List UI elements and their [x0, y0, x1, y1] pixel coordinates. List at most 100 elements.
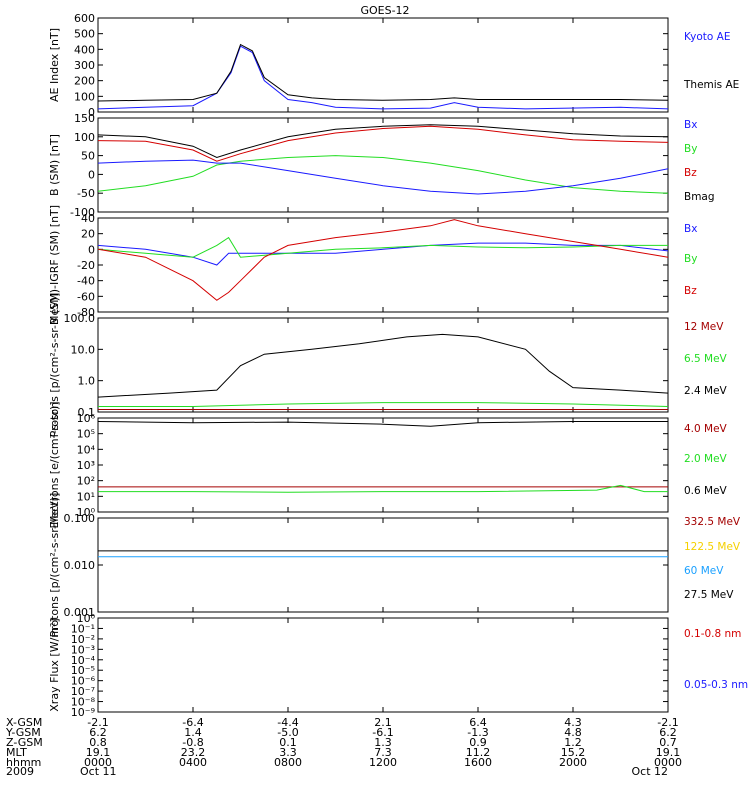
y-tick-label: 0	[88, 106, 95, 119]
footer-value: 0.7	[659, 736, 677, 749]
y-tick-label: -50	[77, 187, 95, 200]
y-tick-label: -40	[77, 275, 95, 288]
y-tick-label: 10.0	[71, 343, 96, 356]
legend-entry: Themis AE	[683, 79, 739, 91]
legend-entry: Bx	[684, 119, 697, 131]
y-tick-label: 0.001	[64, 606, 96, 619]
y-tick-label: -60	[77, 290, 95, 303]
panel-frame	[97, 317, 669, 413]
footer-value: 0.1	[279, 736, 297, 749]
footer-value: 0000	[654, 756, 682, 769]
y-tick-label: 10⁰	[77, 612, 96, 625]
footer-value: 0800	[274, 756, 302, 769]
footer-value: 19.1	[656, 746, 681, 759]
y-tick-label: 10⁻⁶	[71, 675, 96, 688]
y-tick-label: 0.010	[64, 559, 96, 572]
y-axis-label: Protons [p/(cm²-s-sr-MeV)]	[48, 493, 61, 638]
legend-entry: 27.5 MeV	[684, 589, 734, 601]
footer-value: 19.1	[86, 746, 111, 759]
y-axis-label: AE Index [nT]	[48, 28, 61, 102]
footer-value: -5.0	[277, 726, 298, 739]
footer-value: 4.8	[564, 726, 582, 739]
y-tick-label: 10⁻⁹	[71, 706, 95, 719]
y-tick-label: 40	[81, 212, 95, 225]
legend-entry: 2.4 MeV	[684, 385, 728, 397]
legend-entry: 6.5 MeV	[684, 353, 728, 365]
legend-entry: 0.6 MeV	[684, 485, 728, 497]
footer-row-label: MLT	[6, 746, 27, 759]
footer-value: 23.2	[181, 746, 206, 759]
orbit-footer: 2009 Oct 11 Oct 12 X-GSM -2.1 -6.4 -4.4 2.1 6…	[5, 716, 682, 778]
footer-value: 0000	[84, 756, 112, 769]
y-tick-label: 0.100	[64, 512, 96, 525]
y-tick-label: 10⁵	[77, 428, 95, 441]
series-line-bx	[97, 159, 669, 195]
y-tick-label: 400	[74, 43, 95, 56]
footer-value: -2.1	[87, 716, 108, 729]
panel-frame	[97, 17, 669, 113]
series-line-6.5-mev	[98, 402, 669, 407]
legend-entry: By	[684, 143, 697, 155]
panel-bsm: -100 -50 0 50 100 150 B (SM) [nT] Bx By Bz Bmag	[48, 112, 715, 219]
y-tick-label: 300	[74, 59, 95, 72]
footer-value: -0.8	[182, 736, 203, 749]
footer-value: -2.1	[657, 716, 678, 729]
footer-value: 2.1	[374, 716, 392, 729]
y-tick-label: 10⁻⁷	[71, 685, 95, 698]
y-tick-label: 10⁻⁵	[71, 664, 95, 677]
y-tick-label: 10²	[77, 475, 95, 488]
footer-value: -6.4	[182, 716, 203, 729]
y-tick-label: 0.1	[78, 406, 96, 419]
y-tick-label: 10⁻¹	[71, 622, 95, 635]
footer-value: 1.4	[184, 726, 202, 739]
footer-value: 0.8	[89, 736, 107, 749]
y-axis-label: B (SM) [nT]	[48, 134, 61, 196]
legend-entry: 4.0 MeV	[684, 423, 728, 435]
y-tick-label: -20	[77, 259, 95, 272]
footer-value: 1200	[369, 756, 397, 769]
footer-value: 7.3	[374, 746, 392, 759]
legend-entry: Bz	[684, 285, 697, 297]
y-tick-label: 10⁴	[77, 443, 96, 456]
footer-row-label: hhmm	[6, 756, 41, 769]
y-axis-label: Xray Flux [W/m²]	[48, 618, 61, 711]
footer-value: 6.4	[469, 716, 487, 729]
y-tick-label: 10⁻³	[71, 643, 95, 656]
series-line-bmag	[97, 124, 669, 159]
legend-entry: Kyoto AE	[684, 31, 730, 43]
footer-value: 6.2	[89, 726, 107, 739]
y-tick-label: -100	[70, 206, 95, 219]
panel-electrons: 10⁰ 10¹ 10² 10³ 10⁴ 10⁵ 10⁶ Electrons [e/(cm²-s…	[48, 401, 728, 528]
series-line-bz	[97, 219, 669, 301]
panel-frame	[97, 417, 669, 513]
legend-entry: Bmag	[684, 191, 715, 203]
footer-row-label: Y-GSM	[5, 726, 41, 739]
series-line-2.0-mev	[98, 484, 668, 493]
y-axis-label: Electrons [e/(cm²-s-sr)]	[48, 401, 61, 528]
footer-date-end: Oct 12	[631, 765, 668, 778]
series-line-kyoto-ae	[97, 45, 669, 110]
legend-entry: 2.0 MeV	[684, 453, 728, 465]
legend-entry: By	[684, 253, 697, 265]
footer-value: -6.1	[372, 726, 393, 739]
footer-value: 1600	[464, 756, 492, 769]
y-tick-label: 50	[81, 150, 95, 163]
series-line-0.6-mev	[97, 421, 668, 427]
legend-entry: 332.5 MeV	[684, 516, 741, 528]
y-tick-label: 10⁻²	[71, 633, 95, 646]
legend-entry: 60 MeV	[684, 565, 724, 577]
footer-value: -1.3	[467, 726, 488, 739]
panel-frame	[97, 117, 669, 213]
y-tick-label: -80	[77, 306, 95, 319]
y-tick-label: 10⁻⁴	[71, 654, 96, 667]
y-tick-label: 500	[74, 28, 95, 41]
series-line-bz	[97, 125, 669, 162]
y-tick-label: 600	[74, 12, 95, 25]
series-line-themis-ae	[97, 43, 669, 102]
legend-entry: 12 MeV	[684, 321, 724, 333]
series-line-bx	[97, 242, 669, 266]
legend-entry: Bz	[684, 167, 697, 179]
